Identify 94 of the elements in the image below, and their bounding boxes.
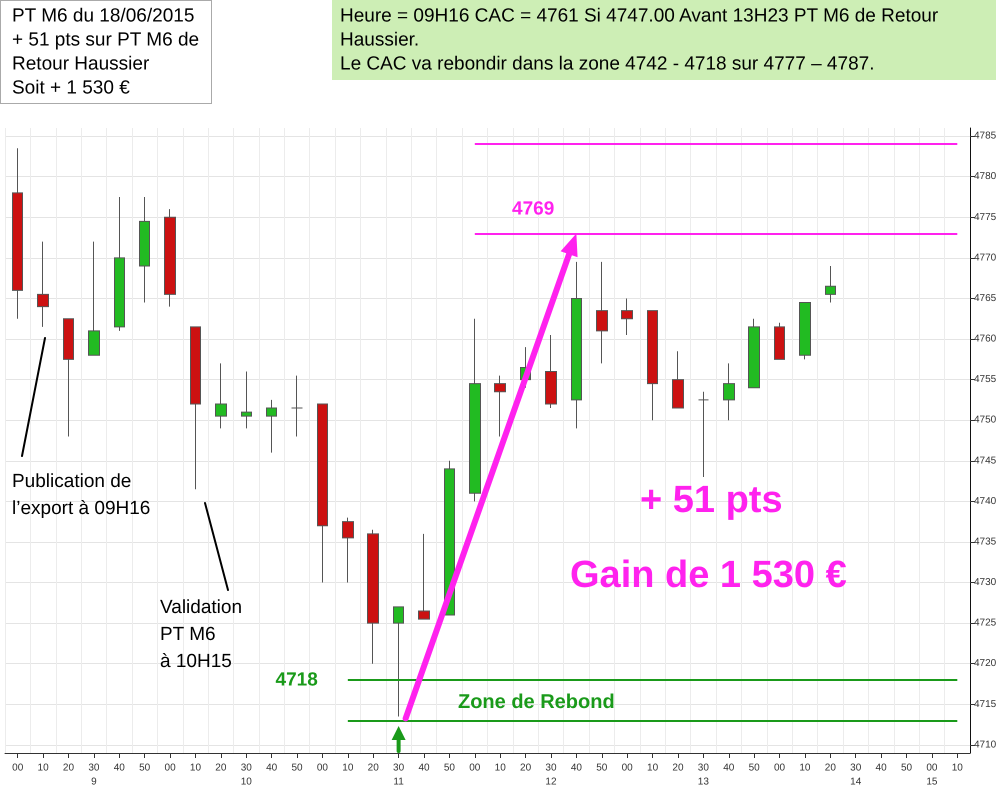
x-tick-label: 10 <box>799 762 811 774</box>
x-tick-label: 40 <box>570 762 582 774</box>
annotation: + 51 pts <box>640 479 783 521</box>
x-tick-label: 20 <box>368 762 380 774</box>
y-tick-label: 4715 <box>974 698 997 710</box>
annotation: Validation PT M6 à 10H15 <box>160 597 242 672</box>
candlestick <box>723 362 735 421</box>
candlestick <box>774 322 785 360</box>
candlestick <box>190 326 201 490</box>
y-tick-label: 4785 <box>974 130 997 142</box>
annotation: Gain de 1 530 € <box>570 554 847 596</box>
x-tick-label: 10 <box>190 762 202 774</box>
y-tick-label: 4750 <box>974 414 997 426</box>
candlestick <box>596 261 608 364</box>
x-tick-label: 40 <box>266 762 278 774</box>
candlestick <box>647 310 658 421</box>
x-tick-label: 30 14 <box>850 762 862 788</box>
candlestick <box>799 302 811 360</box>
x-tick-label: 00 <box>164 762 176 774</box>
chart-subtitle: Heure = 09H16 CAC = 4761 Si 4747.00 Avant 13H23 PT M6 de Retour Haussier. Le CAC va rebondir dans la zone 4742 - 4718 sur 4777 – 4787. <box>340 6 944 74</box>
x-tick-label: 20 <box>824 762 836 774</box>
candlestick <box>494 375 506 437</box>
candlestick <box>545 334 557 409</box>
x-tick-label: 50 <box>291 762 304 774</box>
x-tick-label: 10 <box>647 762 659 774</box>
x-tick-label: 30 11 <box>393 762 405 788</box>
x-tick-label: 40 <box>114 762 126 774</box>
candlestick <box>698 391 709 478</box>
candlestick <box>825 265 836 304</box>
candlestick <box>367 529 379 664</box>
x-tick-label: 20 <box>215 762 227 774</box>
candlestick <box>12 148 23 320</box>
x-tick-label: 00 <box>316 762 328 774</box>
x-tick-label: 40 <box>723 762 735 774</box>
candlestick <box>418 533 430 620</box>
candlestick <box>139 196 150 304</box>
y-tick-label: 4770 <box>974 252 997 264</box>
x-tick-label: 40 <box>876 762 888 774</box>
x-tick-label: 20 <box>672 762 684 774</box>
x-tick-label: 10 <box>342 762 354 774</box>
x-tick-label: 20 <box>520 762 532 774</box>
y-tick-label: 4735 <box>974 536 997 548</box>
y-tick-label: 4765 <box>974 292 997 304</box>
candlestick <box>621 298 633 336</box>
annotation: Publication de l’export à 09H16 <box>12 471 150 519</box>
x-tick-label: 00 <box>774 762 786 774</box>
x-tick-label: 50 <box>900 762 913 774</box>
candlestick <box>266 399 277 454</box>
y-tick-label: 4755 <box>974 374 997 386</box>
x-tick-label: 30 9 <box>88 762 100 788</box>
candlestick <box>291 375 303 437</box>
x-tick-label: 40 <box>418 762 430 774</box>
y-tick-label: 4760 <box>974 334 997 345</box>
y-tick-label: 4725 <box>974 618 997 629</box>
x-tick-label: 10 <box>38 762 50 774</box>
candlestick <box>215 362 227 429</box>
candlestick <box>748 318 760 388</box>
annotation: Zone de Rebond <box>458 691 615 713</box>
x-tick-label: 50 <box>444 762 456 774</box>
candlestick <box>342 517 354 584</box>
x-tick-label: 30 10 <box>240 762 252 788</box>
candlestick <box>571 261 582 429</box>
candlestick <box>241 371 252 429</box>
candlestick <box>88 241 100 356</box>
candlestick <box>393 606 404 717</box>
candlestick <box>672 350 684 409</box>
y-tick-label: 4740 <box>974 496 997 507</box>
y-tick-label: 4720 <box>974 658 997 670</box>
candlestick <box>317 403 328 584</box>
x-tick-label: 10 <box>494 762 506 774</box>
chart-title: PT M6 du 18/06/2015 + 51 pts sur PT M6 de Retour Haussier Soit + 1 530 € <box>12 6 200 98</box>
x-tick-label: 00 15 <box>926 762 938 788</box>
x-tick-label: 30 12 <box>545 762 557 788</box>
annotation: 4769 <box>512 198 554 220</box>
x-tick-label: 50 <box>596 762 608 774</box>
x-tick-label: 30 13 <box>698 762 710 788</box>
y-tick-label: 4780 <box>974 171 997 182</box>
candlestick <box>63 318 74 437</box>
x-tick-label: 00 <box>469 762 481 774</box>
y-tick-label: 4745 <box>974 455 997 466</box>
y-tick-label: 4775 <box>974 212 997 223</box>
y-tick-label: 4730 <box>974 577 997 588</box>
candlestick <box>164 208 176 308</box>
x-tick-label: 10 <box>952 762 964 774</box>
x-tick-label: 00 <box>12 762 24 774</box>
ref-line-label: 4718 <box>276 669 318 690</box>
x-tick-label: 20 <box>62 762 74 774</box>
x-tick-label: 50 <box>748 762 760 774</box>
candlestick <box>469 318 481 502</box>
candlestick <box>37 241 49 328</box>
x-tick-label: 00 <box>622 762 634 774</box>
candlestick <box>114 196 125 332</box>
x-tick-label: 50 <box>139 762 151 774</box>
y-tick-label: 4710 <box>974 739 997 750</box>
